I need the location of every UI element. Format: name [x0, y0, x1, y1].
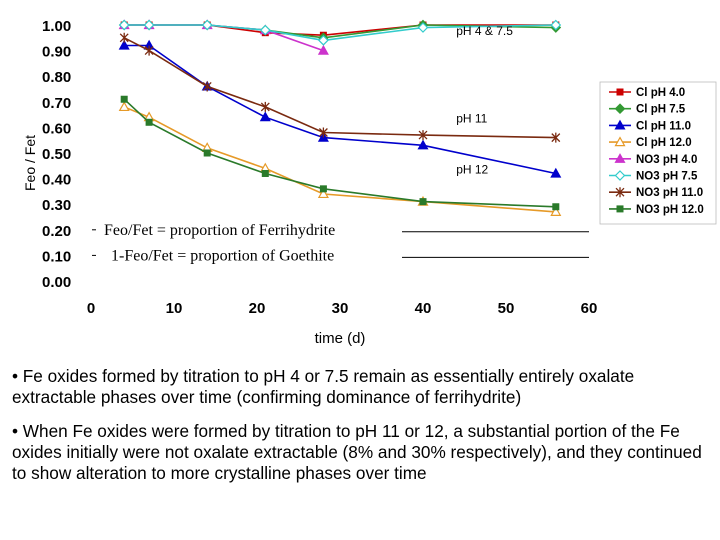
data-point [614, 136, 626, 147]
data-point [118, 39, 130, 50]
series-line [124, 44, 556, 175]
data-point [259, 111, 271, 122]
legend-label: NO3 pH 11.0 [636, 187, 703, 199]
legend-label: Cl pH 7.5 [636, 104, 686, 116]
bullet-item: • Fe oxides formed by titration to pH 4 … [12, 366, 635, 407]
y-tick-label: 0.80 [42, 69, 71, 86]
y-tick-label: 0.30 [42, 197, 71, 214]
data-point [417, 22, 429, 33]
data-point [318, 35, 329, 46]
x-tick-label: 0 [87, 300, 95, 317]
legend-label: Cl pH 11.0 [636, 120, 691, 132]
x-tick-label: 20 [249, 300, 266, 317]
data-point [260, 101, 270, 112]
data-point [551, 132, 561, 143]
data-point [317, 44, 329, 55]
data-point [552, 203, 560, 211]
data-point [614, 170, 626, 181]
y-tick-label: 0.50 [42, 146, 71, 163]
data-point [318, 127, 328, 138]
annotation-label: pH 12 [456, 162, 488, 176]
x-tick-label: 50 [498, 300, 515, 317]
data-point [550, 167, 562, 178]
note-box [92, 225, 592, 273]
x-tick-label: 30 [332, 300, 349, 317]
x-tick-label: 10 [166, 300, 183, 317]
legend-label: NO3 pH 12.0 [636, 204, 704, 216]
data-point [614, 153, 626, 163]
y-axis-label: Feo / Fet [22, 135, 38, 191]
data-point [201, 19, 213, 31]
note-text: 1-Feo/Fet = proportion of Goethite [111, 247, 334, 264]
data-point [419, 198, 427, 206]
data-point [118, 101, 130, 112]
y-tick-label: 0.40 [42, 172, 71, 189]
data-point [418, 130, 428, 141]
y-tick-label: 0.00 [42, 274, 71, 291]
annotation-background [452, 161, 537, 179]
x-tick-label: 40 [415, 300, 432, 317]
y-tick-label: 0.70 [42, 95, 71, 112]
y-tick-label: 0.20 [42, 223, 71, 240]
y-tick-label: 0.10 [42, 248, 71, 265]
data-point [143, 19, 155, 31]
x-tick-label: 60 [581, 300, 598, 317]
data-point [145, 118, 153, 126]
chart: 0.00 0.10 0.20 0.30 0.40 0.50 0.60 0.70 0.80 0.90… [22, 18, 717, 347]
data-point [550, 206, 562, 216]
note-text: Feo/Fet = proportion of Ferrihydrite [104, 222, 335, 239]
data-point [614, 103, 626, 115]
data-point [203, 149, 211, 157]
data-point [614, 119, 626, 130]
legend-label: NO3 pH 7.5 [636, 171, 698, 183]
legend-label: NO3 pH 4.0 [636, 154, 697, 166]
y-tick-label: 0.60 [42, 120, 71, 137]
data-point [317, 188, 329, 199]
data-point [202, 81, 212, 92]
data-point [616, 205, 624, 213]
bullet-item: • When Fe oxides were formed by titratio… [12, 421, 702, 483]
data-point [616, 88, 624, 96]
x-axis-label: time (d) [315, 330, 366, 347]
data-point [118, 19, 130, 31]
data-point [615, 187, 625, 198]
legend-label: Cl pH 4.0 [636, 87, 685, 99]
annotation-background [452, 110, 537, 128]
data-point [417, 139, 429, 150]
y-tick-label: 0.90 [42, 44, 71, 61]
y-tick-label: 1.00 [42, 18, 71, 35]
data-point [550, 19, 562, 31]
data-point [119, 32, 129, 43]
annotation-label: pH 11 [456, 111, 487, 125]
data-point [259, 24, 271, 36]
data-point [319, 185, 327, 193]
data-point [144, 45, 154, 56]
annotation-label: pH 4 & 7.5 [456, 24, 513, 38]
data-point [261, 169, 269, 177]
data-point [120, 95, 128, 103]
bullet-list: • Fe oxides formed by titration to pH 4 … [12, 366, 712, 497]
legend-label: Cl pH 12.0 [636, 137, 692, 149]
